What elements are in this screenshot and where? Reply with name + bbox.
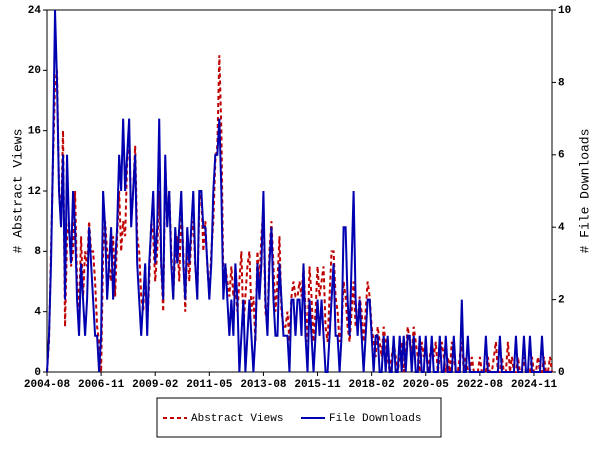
y-axis-label: # Abstract Views <box>10 129 25 254</box>
y2-tick-label: 4 <box>558 222 565 234</box>
y2-tick-label: 8 <box>558 77 565 89</box>
x-tick-label: 2013-08 <box>240 379 287 391</box>
legend-label: Abstract Views <box>191 413 283 425</box>
y-tick-label: 16 <box>28 126 41 138</box>
x-tick-label: 2011-05 <box>186 379 233 391</box>
y2-tick-label: 2 <box>558 295 565 307</box>
y-tick-label: 0 <box>34 367 41 379</box>
legend-label: File Downloads <box>329 413 421 425</box>
y2-tick-label: 10 <box>558 5 571 17</box>
y-tick-label: 24 <box>28 5 42 17</box>
x-tick-label: 2024-11 <box>511 379 558 391</box>
y2-axis-label: # File Downloads <box>577 129 592 254</box>
x-tick-label: 2022-08 <box>457 379 504 391</box>
y-tick-label: 20 <box>28 65 41 77</box>
x-tick-label: 2020-05 <box>403 379 450 391</box>
x-tick-label: 2006-11 <box>78 379 125 391</box>
x-tick-label: 2004-08 <box>24 379 71 391</box>
y2-tick-label: 6 <box>558 150 565 162</box>
legend-box <box>156 397 442 438</box>
y-tick-label: 12 <box>28 186 41 198</box>
y-tick-label: 8 <box>34 246 41 258</box>
y2-tick-label: 0 <box>558 367 565 379</box>
y-tick-label: 4 <box>34 307 41 319</box>
series-line <box>46 9 552 373</box>
x-tick-label: 2018-02 <box>349 379 395 391</box>
x-tick-label: 2009-02 <box>132 379 178 391</box>
x-tick-label: 2015-11 <box>294 379 341 391</box>
series-line <box>46 55 553 373</box>
